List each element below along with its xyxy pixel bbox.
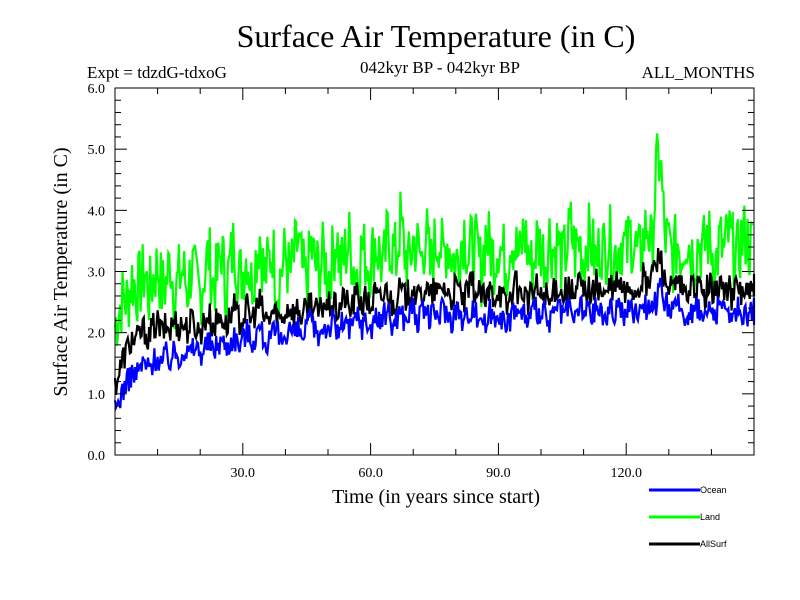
x-tick-label: 90.0 bbox=[486, 466, 511, 481]
legend-label-ocean: Ocean bbox=[700, 485, 727, 495]
y-tick-label: 1.0 bbox=[88, 388, 106, 403]
series-group bbox=[113, 133, 756, 412]
subtitle-months: ALL_MONTHS bbox=[642, 63, 755, 82]
chart-title: Surface Air Temperature (in C) bbox=[237, 18, 636, 54]
x-tick-label: 120.0 bbox=[610, 466, 642, 481]
legend-label-land: Land bbox=[700, 512, 720, 522]
y-tick-label: 0.0 bbox=[88, 449, 106, 464]
x-tick-label: 30.0 bbox=[231, 466, 256, 481]
legend: Ocean Land AllSurf bbox=[649, 485, 727, 549]
y-tick-label: 3.0 bbox=[88, 266, 106, 281]
x-tick-label: 60.0 bbox=[358, 466, 383, 481]
axes-group bbox=[114, 87, 755, 456]
tick-labels-group: 30.0 60.0 90.0 120.0 0.0 1.0 2.0 3.0 4.0 5.0 6.0 bbox=[88, 82, 642, 481]
subtitle-period: 042kyr BP - 042kyr BP bbox=[360, 58, 520, 77]
series-line-ocean bbox=[113, 277, 756, 412]
y-tick-label: 6.0 bbox=[88, 82, 106, 97]
legend-label-allsurf: AllSurf bbox=[700, 539, 727, 549]
y-axis-label: Surface Air Temperature (in C) bbox=[50, 147, 72, 396]
y-tick-label: 4.0 bbox=[88, 204, 106, 219]
series-line-land bbox=[113, 133, 754, 346]
x-axis-label: Time (in years since start) bbox=[332, 486, 540, 508]
y-tick-label: 5.0 bbox=[88, 143, 106, 158]
subtitle-experiment: Expt = tdzdG-tdxoG bbox=[87, 63, 227, 82]
series-line-allsurf bbox=[113, 247, 756, 395]
y-tick-label: 2.0 bbox=[88, 327, 106, 342]
